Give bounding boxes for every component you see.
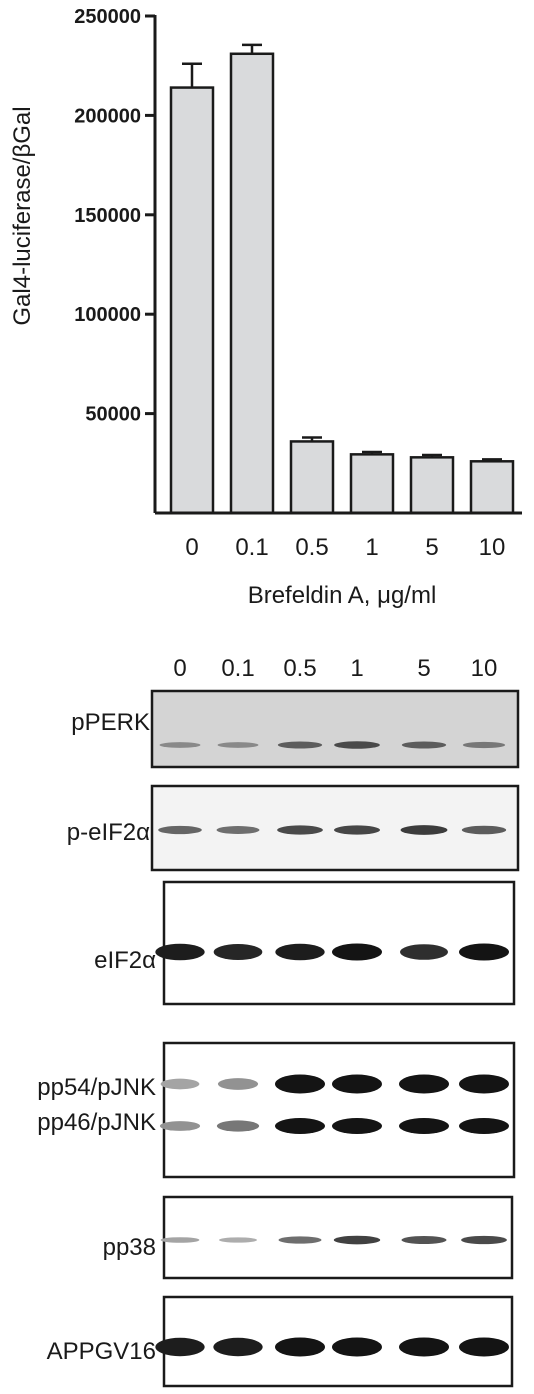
x-tick-label: 5 bbox=[425, 534, 438, 561]
band bbox=[213, 943, 263, 961]
blot-panel: APPGV16 bbox=[47, 1295, 514, 1388]
band bbox=[159, 1121, 201, 1131]
blot-panel-frame bbox=[162, 1041, 516, 1179]
bar-5 bbox=[409, 456, 455, 515]
x-axis-label: Brefeldin A, μg/ml bbox=[248, 582, 437, 609]
bars bbox=[169, 43, 515, 515]
band bbox=[399, 1074, 449, 1094]
blot-panel: eIF2α bbox=[94, 880, 516, 1006]
band bbox=[333, 825, 381, 835]
band bbox=[217, 742, 259, 748]
band bbox=[333, 1235, 381, 1245]
blot-row-label: eIF2α bbox=[94, 947, 156, 974]
band bbox=[277, 825, 323, 835]
band bbox=[275, 1337, 325, 1357]
band bbox=[461, 825, 507, 835]
band bbox=[462, 741, 506, 749]
x-tick-label: 0.5 bbox=[295, 534, 328, 561]
band bbox=[332, 1337, 382, 1357]
blot-panel: p-eIF2α bbox=[67, 784, 520, 872]
lane-label: 0 bbox=[173, 655, 186, 682]
band bbox=[216, 1120, 260, 1132]
band bbox=[459, 1074, 509, 1094]
band bbox=[399, 1337, 449, 1357]
band bbox=[334, 741, 380, 749]
blot-row-label: pp54/pJNK bbox=[37, 1074, 156, 1101]
band bbox=[332, 1118, 382, 1134]
bar-0.1 bbox=[229, 52, 275, 515]
blot-panel-frame bbox=[162, 880, 516, 1006]
x-tick-label: 0 bbox=[185, 534, 198, 561]
band bbox=[217, 1078, 259, 1090]
lane-label: 10 bbox=[471, 655, 498, 682]
band bbox=[332, 1074, 382, 1094]
band bbox=[160, 1237, 200, 1243]
band bbox=[216, 826, 260, 834]
lane-label: 0.5 bbox=[283, 655, 316, 682]
lane-labels: 0 0.1 0.5 1 5 10 bbox=[173, 655, 497, 682]
band bbox=[399, 1118, 449, 1134]
band bbox=[400, 825, 448, 835]
blot-panel-frame bbox=[162, 1195, 514, 1280]
band bbox=[332, 943, 382, 961]
x-tick-label: 10 bbox=[479, 534, 506, 561]
blot-panel-frame bbox=[150, 689, 520, 769]
band bbox=[275, 943, 325, 961]
band bbox=[400, 944, 448, 960]
lane-label: 5 bbox=[417, 655, 430, 682]
y-axis-ticks: 50000 100000 150000 200000 250000 bbox=[74, 6, 155, 426]
y-tick-label: 50000 bbox=[85, 404, 141, 426]
lane-label: 0.1 bbox=[221, 655, 254, 682]
band bbox=[160, 1078, 200, 1090]
bar-0.5 bbox=[289, 440, 335, 515]
bar-1 bbox=[349, 453, 395, 515]
band bbox=[459, 943, 509, 961]
lane-label: 1 bbox=[350, 655, 363, 682]
blot-panel: pp38 bbox=[103, 1195, 514, 1280]
band bbox=[155, 943, 205, 961]
bar-chart: Gal4-luciferase/βGal 50000 100000 150000 20… bbox=[9, 6, 522, 609]
y-tick-label: 250000 bbox=[74, 6, 141, 28]
bar-0 bbox=[169, 86, 215, 515]
bar-10 bbox=[469, 460, 515, 515]
x-tick-label: 0.1 bbox=[235, 534, 268, 561]
band bbox=[158, 825, 202, 835]
band bbox=[401, 1235, 447, 1245]
western-blot: 0 0.1 0.5 1 5 10 pPERKp-eIF2αeIF2αpp54/pJNKpp… bbox=[37, 655, 520, 1388]
y-tick-label: 100000 bbox=[74, 304, 141, 326]
blot-panel: pPERK bbox=[71, 689, 520, 769]
y-tick-label: 150000 bbox=[74, 205, 141, 227]
band bbox=[277, 741, 323, 749]
blot-panel-frame bbox=[150, 784, 520, 872]
band bbox=[459, 1118, 509, 1134]
band bbox=[401, 741, 447, 749]
y-tick-label: 200000 bbox=[74, 105, 141, 127]
blot-row-label: pp46/pJNK bbox=[37, 1109, 156, 1136]
blot-row-label: pPERK bbox=[71, 709, 150, 736]
band bbox=[275, 1074, 325, 1094]
band bbox=[459, 1337, 509, 1357]
blot-row-label: pp38 bbox=[103, 1234, 156, 1261]
band bbox=[461, 1235, 507, 1245]
band bbox=[159, 742, 201, 748]
x-axis-tick-labels: 0 0.1 0.5 1 5 10 bbox=[185, 534, 505, 561]
blot-panels: pPERK p-eIF2α eIF2α pp54/pJNK pp46/pJNK pp38 A… bbox=[37, 689, 520, 1388]
band bbox=[213, 1337, 263, 1357]
blot-panel: pp54/pJNK pp46/pJNK bbox=[37, 1041, 516, 1179]
band bbox=[218, 1237, 258, 1243]
blot-row-label: APPGV16 bbox=[47, 1338, 156, 1365]
band bbox=[278, 1236, 322, 1244]
y-axis-label: Gal4-luciferase/βGal bbox=[9, 106, 36, 325]
x-tick-label: 1 bbox=[365, 534, 378, 561]
band bbox=[275, 1118, 325, 1134]
blot-row-label: p-eIF2α bbox=[67, 819, 150, 846]
band bbox=[155, 1337, 205, 1357]
